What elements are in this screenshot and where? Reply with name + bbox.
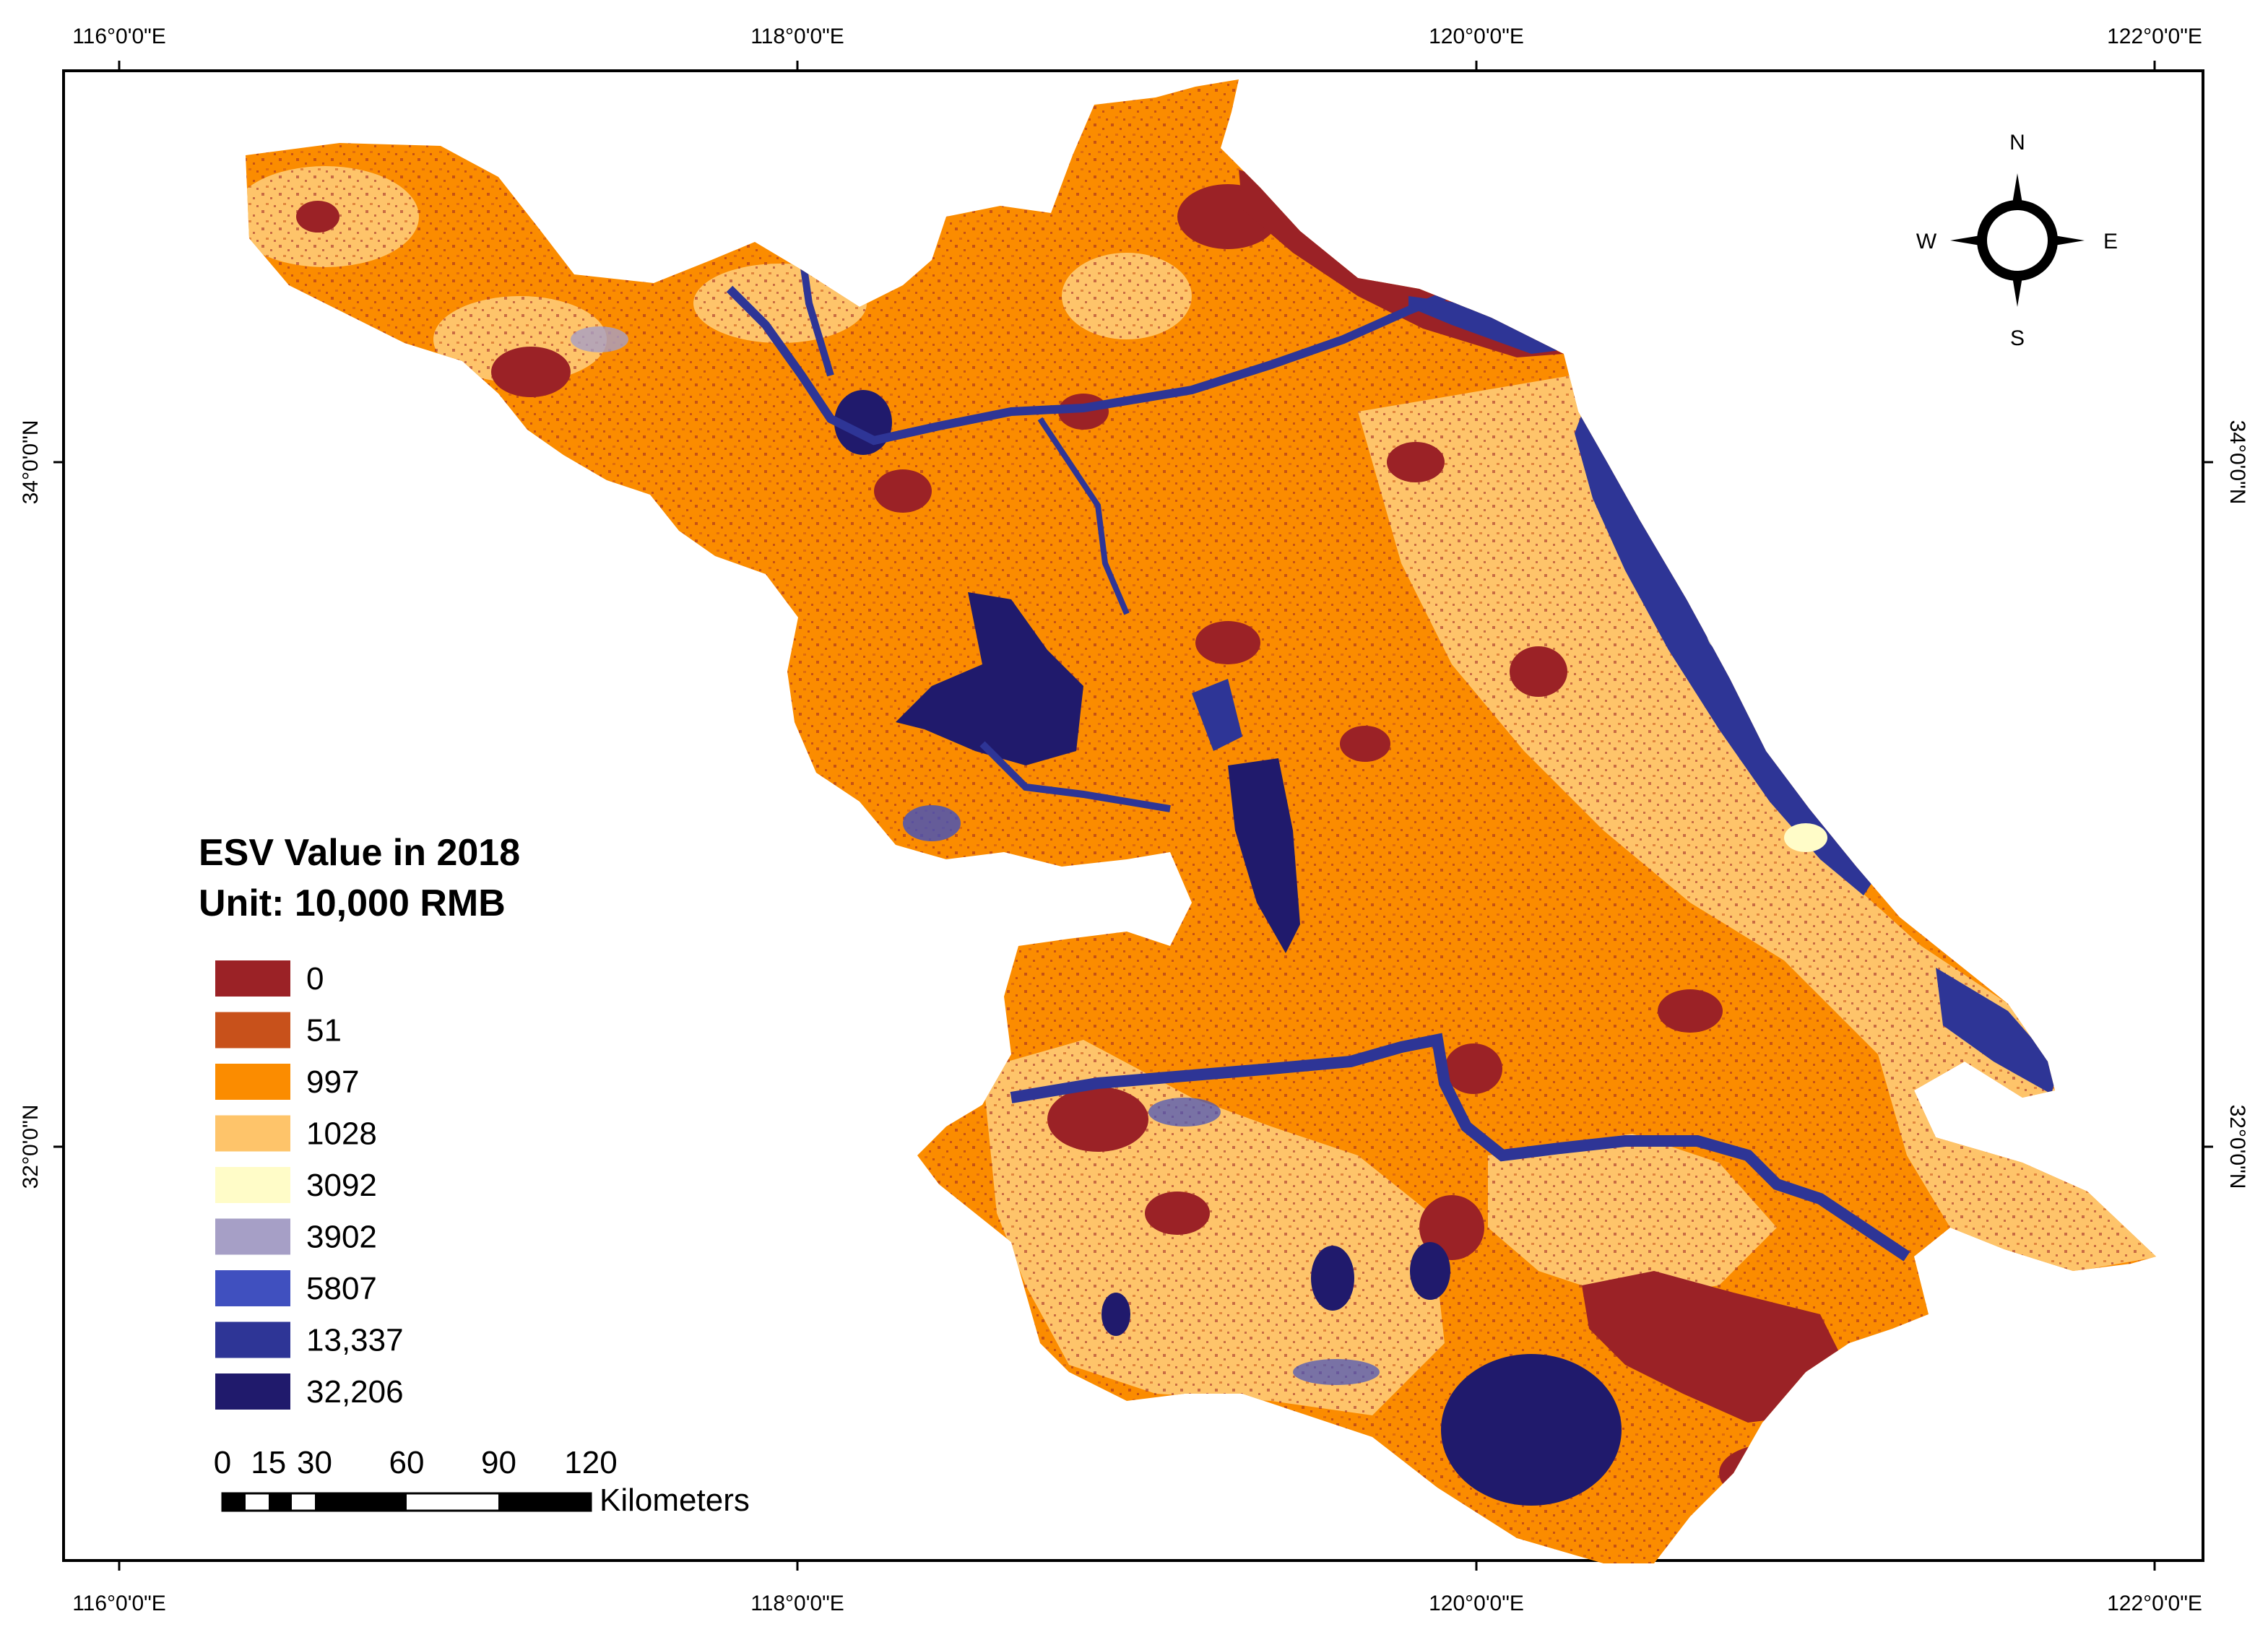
legend-title: ESV Value in 2018 xyxy=(199,832,520,874)
legend-label: 997 xyxy=(306,1064,359,1100)
scale-unit: Kilometers xyxy=(600,1483,750,1518)
scale-tick-label: 90 xyxy=(481,1445,516,1480)
legend-label: 51 xyxy=(306,1013,342,1049)
top-lon-label: 120°0'0"E xyxy=(1429,25,1524,48)
top-lon-label: 118°0'0"E xyxy=(750,25,844,48)
legend-swatch xyxy=(215,1218,290,1255)
scale-tick-label: 120 xyxy=(564,1445,617,1480)
legend-swatch xyxy=(215,1012,290,1049)
legend: ESV Value in 2018 Unit: 10,000 RMB 0 51 99… xyxy=(199,832,520,1410)
left-lat-label: 32°0'0"N xyxy=(19,1105,43,1189)
legend-label: 3902 xyxy=(306,1220,377,1255)
north-arrow-icon: N S W E xyxy=(1916,131,2118,350)
top-lon-label: 122°0'0"E xyxy=(2107,25,2202,48)
scale-tick-label: 30 xyxy=(297,1445,332,1480)
compass-n: N xyxy=(2009,131,2025,155)
legend-swatch xyxy=(215,1321,290,1358)
legend-swatch xyxy=(215,1115,290,1152)
legend-swatch xyxy=(215,1064,290,1100)
scale-bar: 0 15 30 60 90 120 Kilometers xyxy=(214,1445,750,1518)
legend-swatch xyxy=(215,960,290,997)
legend-swatch xyxy=(215,1373,290,1410)
scale-tick-label: 0 xyxy=(214,1445,231,1480)
legend-label: 32,206 xyxy=(306,1374,404,1410)
compass-w: W xyxy=(1916,230,1937,253)
top-lon-label: 116°0'0"E xyxy=(72,25,166,48)
bottom-lon-label: 116°0'0"E xyxy=(72,1592,166,1615)
legend-label: 1028 xyxy=(306,1116,377,1152)
right-lat-label: 32°0'0"N xyxy=(2225,1105,2249,1189)
legend-label: 0 xyxy=(306,961,324,997)
bottom-lon-label: 118°0'0"E xyxy=(750,1592,844,1615)
legend-label: 13,337 xyxy=(306,1323,404,1358)
legend-unit: Unit: 10,000 RMB xyxy=(199,882,506,924)
right-lat-label: 34°0'0"N xyxy=(2225,420,2249,505)
legend-items: 0 51 997 1028 3092 3902 5807 13,337 32,206 xyxy=(215,960,404,1410)
bottom-lon-label: 120°0'0"E xyxy=(1429,1592,1524,1615)
legend-label: 5807 xyxy=(306,1271,377,1306)
legend-swatch xyxy=(215,1270,290,1306)
scale-tick-label: 60 xyxy=(389,1445,425,1480)
bottom-lon-label: 122°0'0"E xyxy=(2107,1592,2202,1615)
compass-s: S xyxy=(2010,326,2025,350)
left-lat-label: 34°0'0"N xyxy=(19,420,43,505)
legend-swatch xyxy=(215,1167,290,1203)
graticule-ticks xyxy=(53,61,2213,1571)
legend-label: 3092 xyxy=(306,1168,377,1203)
compass-e: E xyxy=(2103,230,2118,253)
scale-tick-label: 15 xyxy=(251,1445,286,1480)
